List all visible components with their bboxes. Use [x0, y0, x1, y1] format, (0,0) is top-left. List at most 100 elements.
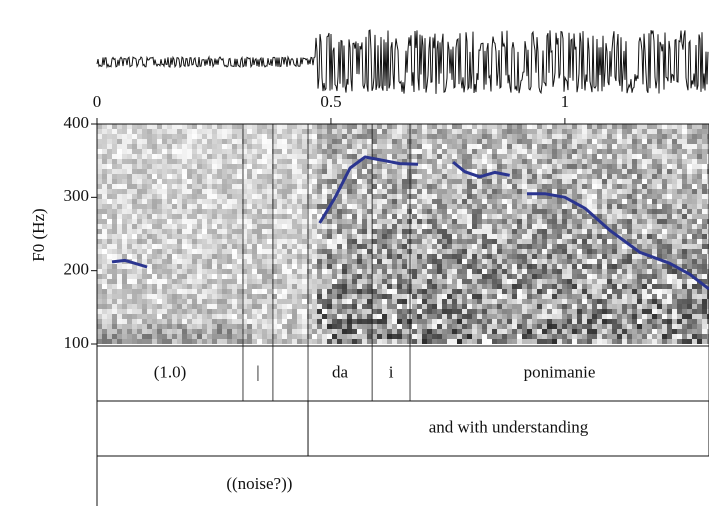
- spectrogram-cell: [322, 199, 327, 204]
- spectrogram-cell: [477, 284, 482, 289]
- spectrogram-cell: [492, 144, 497, 149]
- spectrogram-cell: [202, 214, 207, 219]
- spectrogram-cell: [437, 234, 442, 239]
- spectrogram-cell: [517, 224, 522, 229]
- spectrogram-cell: [357, 204, 362, 209]
- spectrogram-cell: [152, 179, 157, 184]
- spectrogram-cell: [202, 329, 207, 334]
- spectrogram-cell: [287, 269, 292, 274]
- spectrogram-cell: [417, 269, 422, 274]
- spectrogram-cell: [527, 169, 532, 174]
- spectrogram-cell: [372, 179, 377, 184]
- spectrogram-cell: [327, 144, 332, 149]
- spectrogram-cell: [637, 274, 642, 279]
- spectrogram-cell: [552, 229, 557, 234]
- spectrogram-cell: [497, 264, 502, 269]
- spectrogram-cell: [192, 259, 197, 264]
- spectrogram-cell: [517, 254, 522, 259]
- spectrogram-cell: [447, 274, 452, 279]
- spectrogram-cell: [292, 219, 297, 224]
- spectrogram-cell: [437, 159, 442, 164]
- spectrogram-cell: [572, 224, 577, 229]
- spectrogram-cell: [612, 274, 617, 279]
- spectrogram-cell: [422, 129, 427, 134]
- spectrogram-cell: [382, 144, 387, 149]
- spectrogram-cell: [132, 144, 137, 149]
- spectrogram-cell: [227, 179, 232, 184]
- spectrogram-cell: [322, 129, 327, 134]
- spectrogram-cell: [232, 174, 237, 179]
- spectrogram-cell: [652, 319, 657, 324]
- spectrogram-cell: [617, 139, 622, 144]
- spectrogram-cell: [567, 299, 572, 304]
- spectrogram-cell: [457, 279, 462, 284]
- spectrogram-cell: [212, 144, 217, 149]
- spectrogram-cell: [557, 259, 562, 264]
- spectrogram-cell: [222, 159, 227, 164]
- spectrogram-cell: [302, 329, 307, 334]
- spectrogram-cell: [157, 159, 162, 164]
- spectrogram-cell: [447, 169, 452, 174]
- spectrogram-cell: [217, 164, 222, 169]
- spectrogram-cell: [657, 214, 662, 219]
- spectrogram-cell: [597, 139, 602, 144]
- spectrogram-cell: [627, 204, 632, 209]
- spectrogram-cell: [392, 224, 397, 229]
- spectrogram-cell: [287, 324, 292, 329]
- spectrogram-cell: [292, 214, 297, 219]
- spectrogram-cell: [157, 244, 162, 249]
- spectrogram-cell: [162, 284, 167, 289]
- spectrogram-cell: [412, 254, 417, 259]
- spectrogram-cell: [277, 299, 282, 304]
- spectrogram-cell: [437, 149, 442, 154]
- spectrogram-cell: [657, 299, 662, 304]
- spectrogram-cell: [227, 284, 232, 289]
- spectrogram-cell: [367, 329, 372, 334]
- spectrogram-cell: [302, 184, 307, 189]
- spectrogram-cell: [107, 224, 112, 229]
- spectrogram-cell: [322, 339, 327, 344]
- spectrogram-cell: [287, 124, 292, 129]
- spectrogram-cell: [442, 319, 447, 324]
- spectrogram-cell: [337, 269, 342, 274]
- spectrogram-cell: [232, 239, 237, 244]
- spectrogram-cell: [167, 264, 172, 269]
- spectrogram-cell: [122, 209, 127, 214]
- spectrogram-cell: [237, 194, 242, 199]
- spectrogram-cell: [547, 274, 552, 279]
- spectrogram-cell: [452, 179, 457, 184]
- spectrogram-cell: [147, 239, 152, 244]
- spectrogram-cell: [607, 159, 612, 164]
- spectrogram-cell: [202, 234, 207, 239]
- spectrogram-cell: [167, 244, 172, 249]
- spectrogram-cell: [497, 144, 502, 149]
- spectrogram-cell: [137, 284, 142, 289]
- spectrogram-cell: [397, 239, 402, 244]
- spectrogram-cell: [527, 154, 532, 159]
- spectrogram-cell: [572, 194, 577, 199]
- spectrogram-cell: [357, 209, 362, 214]
- spectrogram-cell: [507, 304, 512, 309]
- spectrogram-cell: [342, 329, 347, 334]
- spectrogram-cell: [412, 269, 417, 274]
- spectrogram-cell: [407, 339, 412, 344]
- spectrogram-cell: [517, 159, 522, 164]
- spectrogram-cell: [447, 219, 452, 224]
- spectrogram-cell: [477, 229, 482, 234]
- spectrogram-cell: [167, 129, 172, 134]
- spectrogram-cell: [257, 299, 262, 304]
- spectrogram-cell: [282, 144, 287, 149]
- spectrogram-cell: [332, 164, 337, 169]
- spectrogram-cell: [177, 254, 182, 259]
- spectrogram-cell: [277, 224, 282, 229]
- spectrogram-cell: [332, 269, 337, 274]
- spectrogram-cell: [662, 224, 667, 229]
- spectrogram-cell: [227, 264, 232, 269]
- spectrogram-cell: [187, 204, 192, 209]
- spectrogram-cell: [552, 184, 557, 189]
- spectrogram-cell: [327, 224, 332, 229]
- spectrogram-cell: [327, 129, 332, 134]
- spectrogram-cell: [527, 314, 532, 319]
- spectrogram-cell: [602, 164, 607, 169]
- spectrogram-cell: [102, 249, 107, 254]
